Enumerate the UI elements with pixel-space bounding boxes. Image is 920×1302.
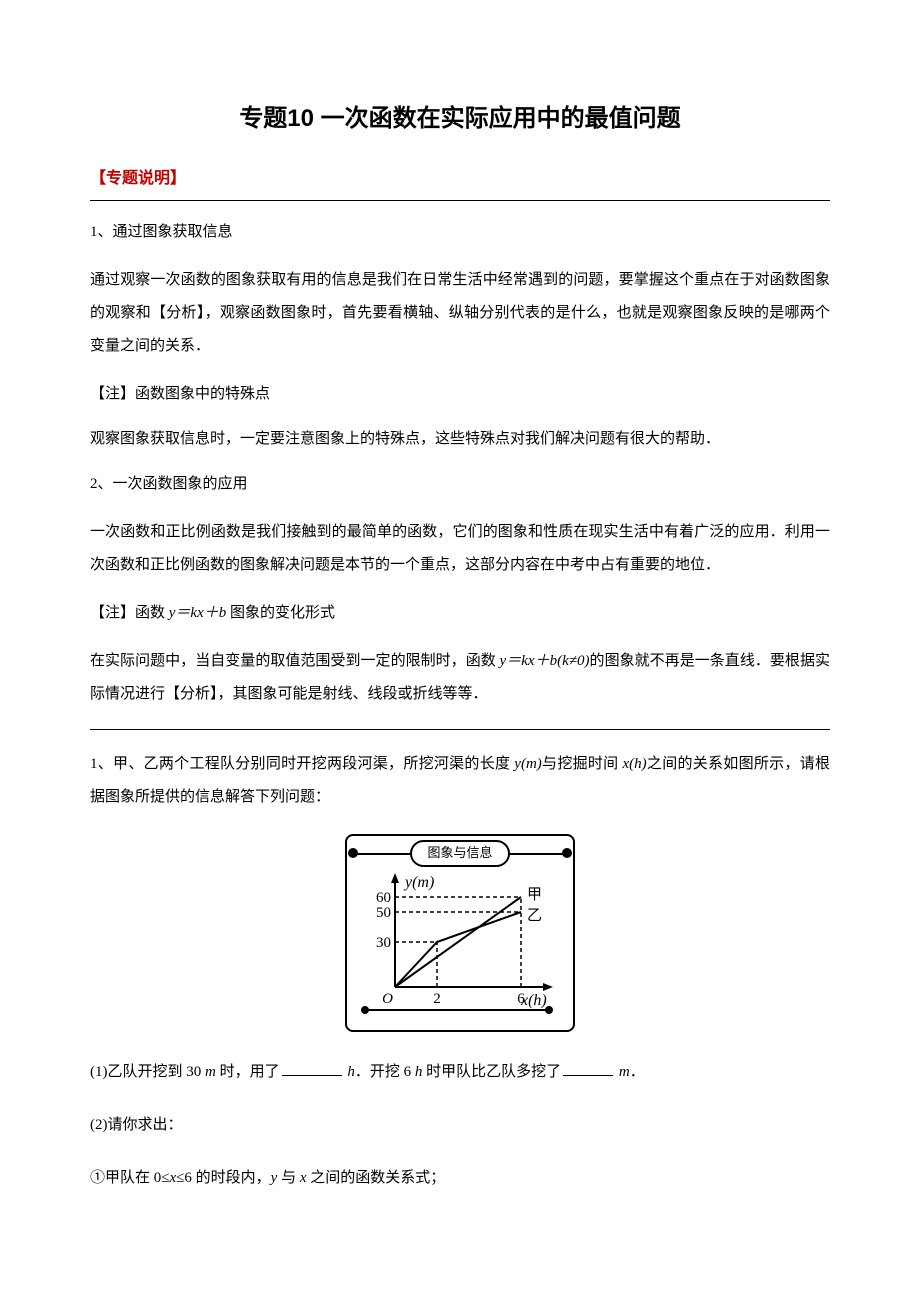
q2-1-suffix: 之间的函数关系式； (307, 1170, 446, 1186)
question-2: (2)请你求出： (90, 1109, 830, 1142)
svg-text:2: 2 (433, 991, 441, 1007)
p4-heading-prefix: 【注】函数 (90, 605, 169, 621)
section-header: 【专题说明】 (90, 166, 830, 192)
q2-1-mid2: 与 (277, 1170, 300, 1186)
blank-1 (282, 1061, 342, 1076)
q1-prefix: (1)乙队开挖到 30 (90, 1064, 205, 1080)
svg-text:50: 50 (376, 905, 391, 921)
chart-svg: y(m)x(h)O60503026甲乙 (357, 869, 557, 1014)
problem-intro-var2: x(h) (622, 756, 646, 772)
divider-2 (90, 729, 830, 730)
problem-intro: 1、甲、乙两个工程队分别同时开挖两段河渠，所挖河渠的长度 y(m)与挖掘时间 x… (90, 748, 830, 814)
chart-decor-left (348, 848, 358, 858)
q1-mid3: 时甲队比乙队多挖了 (422, 1064, 561, 1080)
chart-decor-right (562, 848, 572, 858)
problem-intro-var1: y(m) (514, 756, 541, 772)
question-1: (1)乙队开挖到 30 m 时，用了 h．开挖 6 h 时甲队比乙队多挖了 m． (90, 1056, 830, 1089)
problem-intro-prefix: 1、甲、乙两个工程队分别同时开挖两段河渠，所挖河渠的长度 (90, 756, 514, 772)
chart-container: 图象与信息 y(m)x(h)O60503026甲乙 (90, 834, 830, 1032)
p2-heading: 【注】函数图象中的特殊点 (90, 381, 830, 408)
svg-text:y(m): y(m) (403, 874, 434, 891)
svg-text:6: 6 (517, 991, 525, 1007)
page-title: 专题10 一次函数在实际应用中的最值问题 (90, 100, 830, 138)
p3-body: 一次函数和正比例函数是我们接触到的最简单的函数，它们的图象和性质在现实生活中有着… (90, 516, 830, 582)
svg-text:甲: 甲 (527, 887, 542, 903)
p2-body: 观察图象获取信息时，一定要注意图象上的特殊点，这些特殊点对我们解决问题有很大的帮… (90, 426, 830, 453)
p1-heading: 1、通过图象获取信息 (90, 219, 830, 246)
svg-text:乙: 乙 (527, 908, 542, 924)
p4-body-var: y＝kx＋b(k≠0) (500, 653, 590, 669)
divider (90, 200, 830, 201)
svg-text:O: O (382, 991, 393, 1007)
problem-intro-mid: 与挖掘时间 (542, 756, 623, 772)
chart-box: 图象与信息 y(m)x(h)O60503026甲乙 (345, 834, 575, 1032)
q1-unit-m: m (205, 1064, 216, 1080)
svg-text:60: 60 (376, 890, 391, 906)
q2-1-var-x2: x (300, 1170, 307, 1186)
p4-heading: 【注】函数 y＝kx＋b 图象的变化形式 (90, 600, 830, 627)
p4-body: 在实际问题中，当自变量的取值范围受到一定的限制时，函数 y＝kx＋b(k≠0)的… (90, 645, 830, 711)
p4-heading-var: y＝kx＋b (169, 605, 226, 621)
q1-unit-h: h (347, 1064, 355, 1080)
q1-unit-m2: m (619, 1064, 630, 1080)
p4-heading-suffix: 图象的变化形式 (226, 605, 335, 621)
blank-2 (563, 1061, 613, 1076)
p4-body-prefix: 在实际问题中，当自变量的取值范围受到一定的限制时，函数 (90, 653, 500, 669)
p1-body: 通过观察一次函数的图象获取有用的信息是我们在日常生活中经常遇到的问题，要掌握这个… (90, 264, 830, 363)
question-2-1: ①甲队在 0≤x≤6 的时段内，y 与 x 之间的函数关系式； (90, 1162, 830, 1195)
q1-mid: 时，用了 (216, 1064, 280, 1080)
q1-mid2: ．开挖 6 (355, 1064, 415, 1080)
chart-title: 图象与信息 (410, 840, 510, 867)
q1-suffix: ． (630, 1064, 645, 1080)
svg-text:30: 30 (376, 935, 391, 951)
q2-1-prefix: ①甲队在 0≤ (90, 1162, 169, 1195)
p3-heading: 2、一次函数图象的应用 (90, 471, 830, 498)
chart-title-text: 图象与信息 (427, 845, 492, 860)
q2-1-mid: ≤6 的时段内， (176, 1170, 270, 1186)
